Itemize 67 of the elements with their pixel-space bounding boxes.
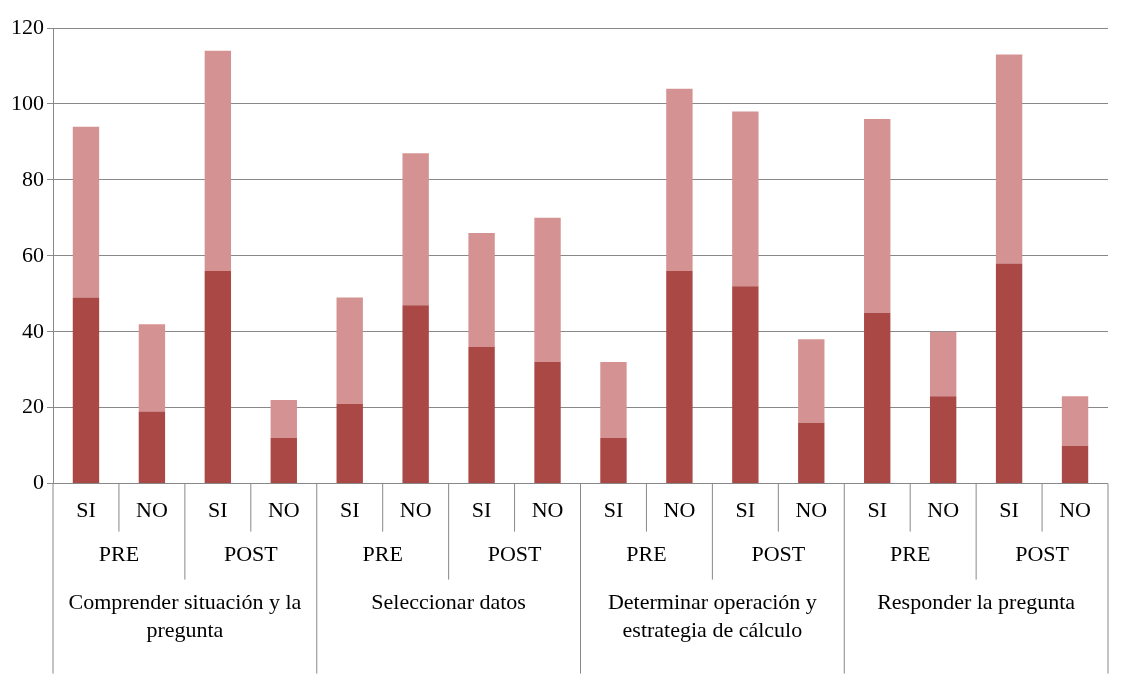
bar bbox=[402, 153, 429, 306]
x-tick-label: NO bbox=[927, 496, 960, 522]
bar bbox=[270, 438, 297, 484]
bar bbox=[1061, 445, 1089, 484]
x-tick-label: SI bbox=[735, 496, 756, 522]
y-tick-label: 40 bbox=[22, 317, 44, 343]
bar bbox=[270, 400, 297, 439]
text: PRE bbox=[890, 541, 931, 567]
text: POST bbox=[223, 541, 279, 567]
bar bbox=[600, 362, 627, 439]
x-tick-label: SI bbox=[339, 496, 360, 522]
x-tick-label: NO bbox=[1059, 496, 1091, 522]
y-tick-label: 20 bbox=[22, 393, 44, 419]
y-tick-label: 120 bbox=[11, 13, 44, 39]
bar bbox=[995, 263, 1023, 484]
bar bbox=[1061, 396, 1089, 446]
bar bbox=[666, 88, 693, 271]
bar bbox=[929, 396, 957, 484]
text: POST bbox=[487, 541, 543, 567]
text: Comprender situación y la pregunta bbox=[68, 589, 302, 643]
bar bbox=[600, 438, 627, 484]
text: PRE bbox=[362, 541, 403, 567]
bar bbox=[336, 297, 363, 404]
x-tick-label: SI bbox=[471, 496, 492, 522]
bar bbox=[336, 403, 363, 484]
x-tick-label: SI bbox=[999, 496, 1019, 522]
x-tick-label: NO bbox=[136, 496, 168, 522]
text: Seleccionar datos bbox=[371, 589, 526, 615]
bar bbox=[72, 297, 100, 484]
bar bbox=[534, 217, 561, 363]
bar bbox=[72, 126, 100, 298]
x-tick-label: NO bbox=[795, 496, 828, 522]
bar bbox=[864, 312, 891, 484]
bar bbox=[138, 411, 166, 484]
y-tick-label: 100 bbox=[11, 89, 44, 115]
bar bbox=[732, 286, 759, 484]
bar bbox=[468, 233, 495, 347]
x-tick-label: NO bbox=[267, 496, 300, 522]
text: POST bbox=[1015, 541, 1070, 567]
text: PRE bbox=[626, 541, 667, 567]
bar bbox=[138, 324, 166, 412]
text: Responder la pregunta bbox=[877, 589, 1076, 615]
x-tick-label: SI bbox=[76, 496, 96, 522]
x-tick-label: SI bbox=[867, 496, 887, 522]
bar bbox=[402, 305, 429, 484]
bar bbox=[666, 270, 693, 484]
text: POST bbox=[751, 541, 806, 567]
x-tick-label: NO bbox=[663, 496, 696, 522]
bar bbox=[864, 119, 891, 313]
bar bbox=[468, 346, 495, 484]
x-tick-label: NO bbox=[399, 496, 432, 522]
bar bbox=[929, 331, 957, 397]
bar bbox=[995, 54, 1023, 264]
bar bbox=[204, 50, 232, 271]
text: PRE bbox=[98, 541, 140, 567]
x-tick-label: SI bbox=[208, 496, 228, 522]
text: Determinar operación y estrategia de cálculo bbox=[607, 589, 817, 643]
bar bbox=[798, 422, 825, 484]
x-tick-label: SI bbox=[603, 496, 624, 522]
y-tick-label: 60 bbox=[22, 241, 44, 267]
bar bbox=[798, 339, 825, 423]
y-tick-label: 80 bbox=[22, 165, 44, 191]
y-tick-label: 0 bbox=[33, 469, 44, 495]
x-tick-label: NO bbox=[531, 496, 564, 522]
bar bbox=[534, 362, 561, 484]
bar bbox=[204, 270, 232, 484]
bar bbox=[732, 111, 759, 287]
